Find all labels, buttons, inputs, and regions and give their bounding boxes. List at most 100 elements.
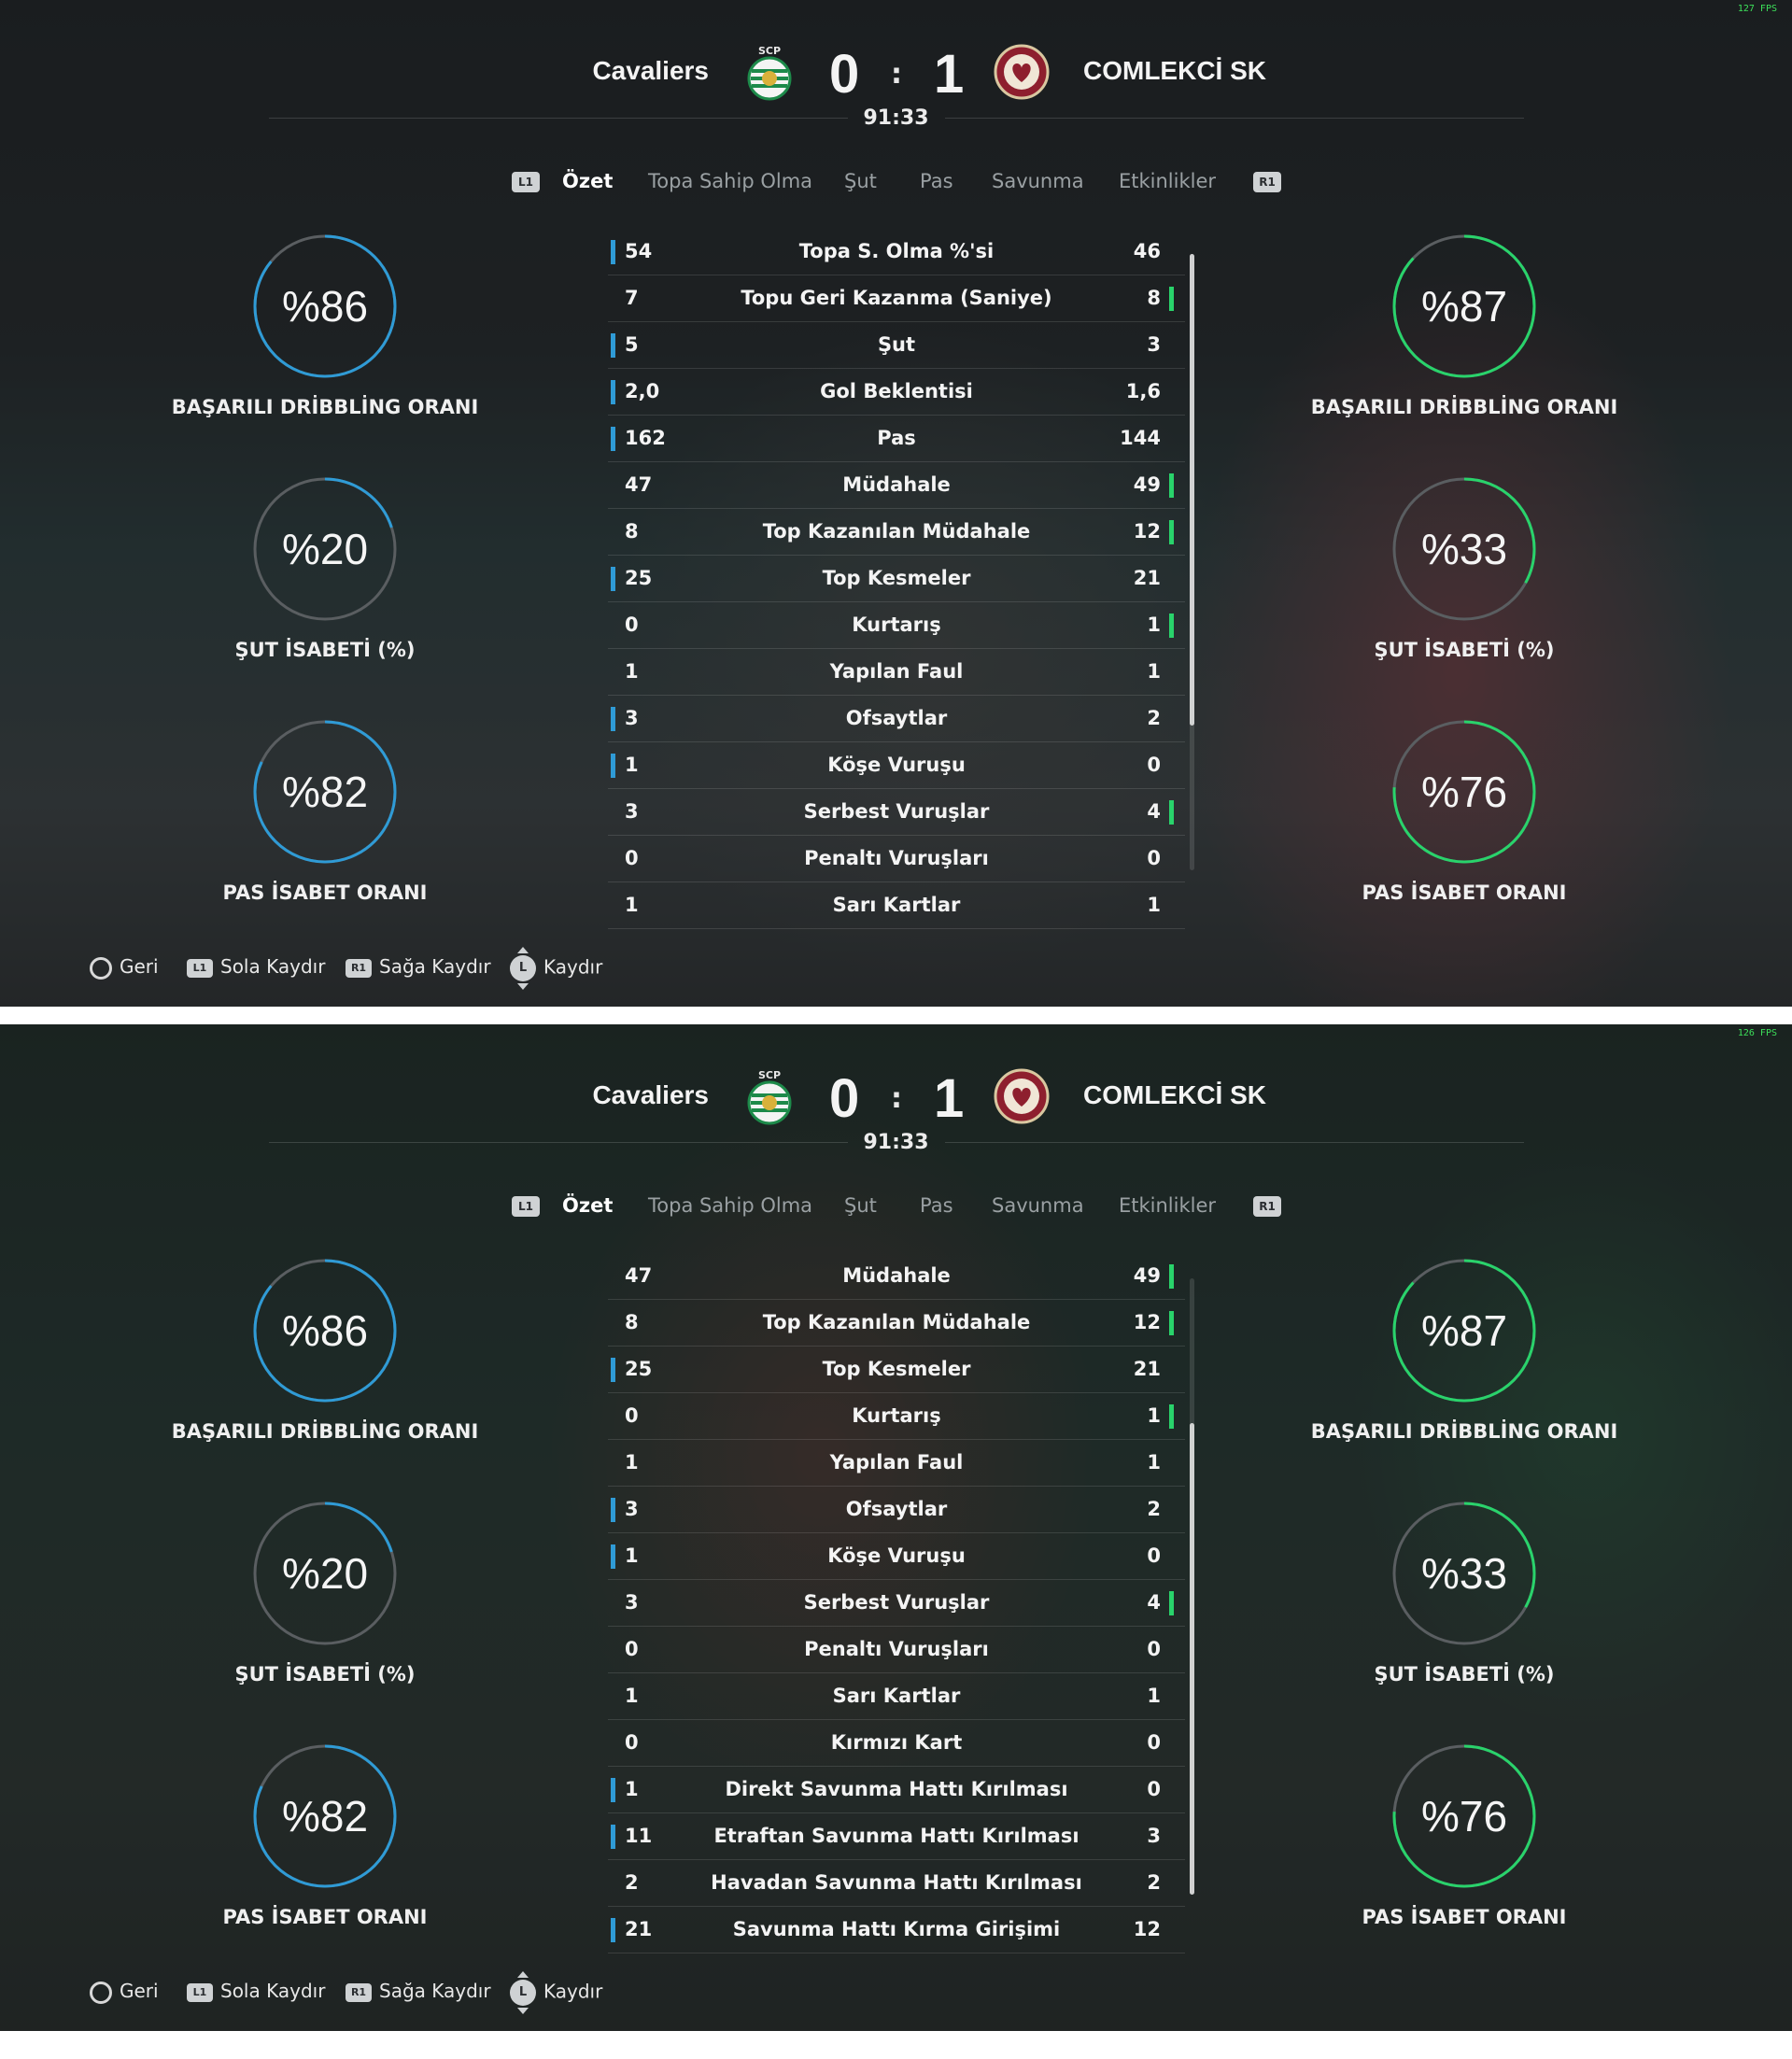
stats-screen-bottom: 126 FPS Cavaliers SCP 0:1 COMLEKCİ SK 91:33 L1… — [0, 1024, 1792, 2031]
away-stat-value: 0 — [1147, 847, 1161, 869]
away-stat-value: 1 — [1147, 894, 1161, 916]
r1-button-icon[interactable]: R1 — [1253, 1196, 1281, 1217]
tab-0[interactable]: Özet — [562, 1194, 614, 1217]
progress-ring: %86 — [252, 233, 398, 379]
home-team-crest-icon: SCP — [741, 1067, 798, 1125]
tab-3[interactable]: Pas — [920, 1194, 953, 1217]
stat-row: 54 Topa S. Olma %'si 46 — [608, 229, 1185, 275]
tab-0[interactable]: Özet — [562, 170, 614, 192]
tab-4[interactable]: Savunma — [992, 1194, 1084, 1217]
tab-1[interactable]: Topa Sahip Olma — [648, 170, 813, 192]
stat-label: Yapılan Faul — [829, 1451, 964, 1474]
away-stat-value: 1 — [1147, 613, 1161, 636]
ring-value: %76 — [1420, 768, 1508, 816]
match-clock: 91:33 — [863, 106, 929, 130]
hint-3[interactable]: L Kaydır — [510, 947, 602, 990]
scrollbar-thumb[interactable] — [1190, 254, 1194, 726]
tab-2[interactable]: Şut — [844, 170, 877, 192]
stats-scrollbar[interactable] — [1190, 254, 1194, 870]
tab-3[interactable]: Pas — [920, 170, 953, 192]
ring-label: ŞUT İSABETİ (%) — [1374, 1663, 1555, 1685]
score-separator: : — [891, 1082, 902, 1115]
hint-1[interactable]: L1 Sola Kaydır — [187, 1980, 325, 2002]
away-stat-value: 3 — [1147, 1825, 1161, 1847]
stats-table[interactable]: 54 Topa S. Olma %'si 46 7 Topu Geri Kazanma … — [608, 229, 1185, 929]
hint-1[interactable]: L1 Sola Kaydır — [187, 955, 325, 978]
away-stat-value: 0 — [1147, 1778, 1161, 1800]
scrollbar-thumb[interactable] — [1190, 1423, 1194, 1895]
controller-hints: Geri L1 Sola Kaydır R1 Sağa Kaydır L Kaydır — [0, 1971, 1792, 2017]
progress-ring: %86 — [252, 1258, 398, 1403]
ring-value: %20 — [281, 525, 369, 573]
ring-value: %87 — [1420, 282, 1508, 331]
stats-screen-top: 127 FPS Cavaliers SCP 0:1 COMLEKCİ SK 91:33 L1… — [0, 0, 1792, 1007]
away-ring-stat: %33 ŞUT İSABETİ (%) — [1296, 1501, 1632, 1685]
l1-button-icon[interactable]: L1 — [512, 1196, 540, 1217]
stat-label: Ofsaytlar — [845, 1498, 948, 1520]
away-team-crest-icon — [993, 43, 1051, 101]
stat-label: Pas — [877, 427, 916, 449]
ring-value: %86 — [281, 282, 369, 331]
left-stick-icon: L — [510, 1971, 536, 2014]
stat-row: 1 Sarı Kartlar 1 — [608, 1673, 1185, 1720]
ring-label: ŞUT İSABETİ (%) — [234, 1663, 416, 1685]
ring-value: %82 — [281, 1792, 369, 1840]
progress-ring: %76 — [1391, 719, 1537, 865]
ring-label: BAŞARILI DRİBBLİNG ORANI — [171, 1420, 479, 1443]
l1-button-icon[interactable]: L1 — [512, 172, 540, 192]
away-stat-value: 0 — [1147, 1731, 1161, 1754]
away-leader-bar — [1169, 1264, 1174, 1289]
header-divider — [269, 1142, 848, 1143]
hint-2[interactable]: R1 Sağa Kaydır — [346, 1980, 491, 2002]
stat-row: 21 Savunma Hattı Kırma Girişimi 12 — [608, 1907, 1185, 1953]
stat-row: 0 Penaltı Vuruşları 0 — [608, 836, 1185, 882]
tab-2[interactable]: Şut — [844, 1194, 877, 1217]
r1-button-icon[interactable]: R1 — [1253, 172, 1281, 192]
ring-label: BAŞARILI DRİBBLİNG ORANI — [1310, 396, 1618, 418]
stat-row: 0 Kurtarış 1 — [608, 602, 1185, 649]
home-stat-value: 2 — [625, 1871, 639, 1894]
tab-5[interactable]: Etkinlikler — [1119, 170, 1217, 192]
ring-label: BAŞARILI DRİBBLİNG ORANI — [171, 396, 479, 418]
hint-2[interactable]: R1 Sağa Kaydır — [346, 955, 491, 978]
away-stat-value: 12 — [1133, 1311, 1161, 1333]
stats-table[interactable]: 47 Müdahale 49 8 Top Kazanılan Müdahale 12 25 T… — [608, 1253, 1185, 1953]
home-stat-value: 47 — [625, 1264, 653, 1287]
home-leader-bar — [611, 707, 615, 731]
ring-label: PAS İSABET ORANI — [222, 881, 428, 904]
stat-label: Etraftan Savunma Hattı Kırılması — [713, 1825, 1079, 1847]
ring-value: %86 — [281, 1306, 369, 1355]
progress-ring: %87 — [1391, 233, 1537, 379]
tab-5[interactable]: Etkinlikler — [1119, 1194, 1217, 1217]
progress-ring: %20 — [252, 476, 398, 622]
stat-row: 2 Havadan Savunma Hattı Kırılması 2 — [608, 1860, 1185, 1907]
hint-label: Geri — [120, 1980, 159, 2002]
away-stat-value: 0 — [1147, 1638, 1161, 1660]
home-score: 0 — [829, 44, 860, 105]
progress-ring: %76 — [1391, 1743, 1537, 1889]
hint-3[interactable]: L Kaydır — [510, 1971, 602, 2014]
home-stat-value: 3 — [625, 1591, 639, 1614]
away-stat-value: 144 — [1120, 427, 1161, 449]
away-score: 1 — [934, 44, 965, 105]
stat-label: Müdahale — [842, 473, 951, 496]
away-stat-value: 2 — [1147, 707, 1161, 729]
tab-4[interactable]: Savunma — [992, 170, 1084, 192]
stat-row: 1 Sarı Kartlar 1 — [608, 882, 1185, 929]
away-stat-value: 46 — [1133, 240, 1161, 262]
hint-0[interactable]: Geri — [90, 1980, 159, 2004]
away-ring-stat: %33 ŞUT İSABETİ (%) — [1296, 476, 1632, 661]
stats-scrollbar[interactable] — [1190, 1278, 1194, 1895]
tab-1[interactable]: Topa Sahip Olma — [648, 1194, 813, 1217]
away-ring-stat: %87 BAŞARILI DRİBBLİNG ORANI — [1296, 233, 1632, 418]
home-stat-value: 1 — [625, 894, 639, 916]
stat-label: Top Kazanılan Müdahale — [762, 520, 1031, 543]
header-divider — [945, 118, 1524, 119]
home-stat-value: 25 — [625, 1358, 653, 1380]
away-ring-stat: %76 PAS İSABET ORANI — [1296, 719, 1632, 904]
progress-ring: %33 — [1391, 476, 1537, 622]
home-leader-bar — [611, 1498, 615, 1522]
stat-label: Penaltı Vuruşları — [804, 847, 989, 869]
hint-0[interactable]: Geri — [90, 955, 159, 980]
stat-row: 1 Yapılan Faul 1 — [608, 1440, 1185, 1487]
